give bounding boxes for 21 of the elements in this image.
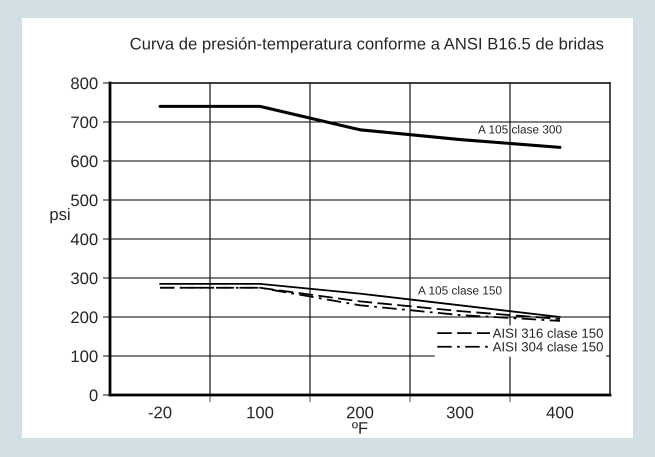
y-tick-label: 700	[71, 116, 98, 128]
chart-title: Curva de presión-temperatura conforme a ANSI B16.5 de bridas	[130, 37, 604, 53]
legend-label: AISI 316 clase 150	[492, 328, 603, 338]
x-tick-label: 200	[346, 406, 374, 418]
x-tick-label: 400	[546, 406, 574, 418]
y-tick-label: 800	[71, 77, 98, 90]
y-tick-label: 0	[90, 389, 98, 402]
x-tick-label: 300	[446, 406, 474, 418]
y-tick-label: 200	[71, 311, 98, 324]
series-label: A 105 clase 150	[418, 286, 502, 295]
series-label: A 105 clase 300	[478, 124, 562, 134]
y-tick-label: 400	[70, 233, 98, 246]
y-axis-title: psi	[50, 208, 70, 224]
x-tick-label: 100	[247, 406, 274, 418]
x-tick-label: -20	[148, 406, 172, 418]
x-axis-title: ºF	[352, 422, 368, 434]
y-tick-label: 600	[71, 155, 98, 168]
y-tick-label: 300	[71, 272, 98, 284]
legend-label: AISI 304 clase 150	[492, 342, 603, 352]
y-tick-label: 100	[72, 350, 98, 362]
y-tick-label: 500	[71, 194, 98, 206]
